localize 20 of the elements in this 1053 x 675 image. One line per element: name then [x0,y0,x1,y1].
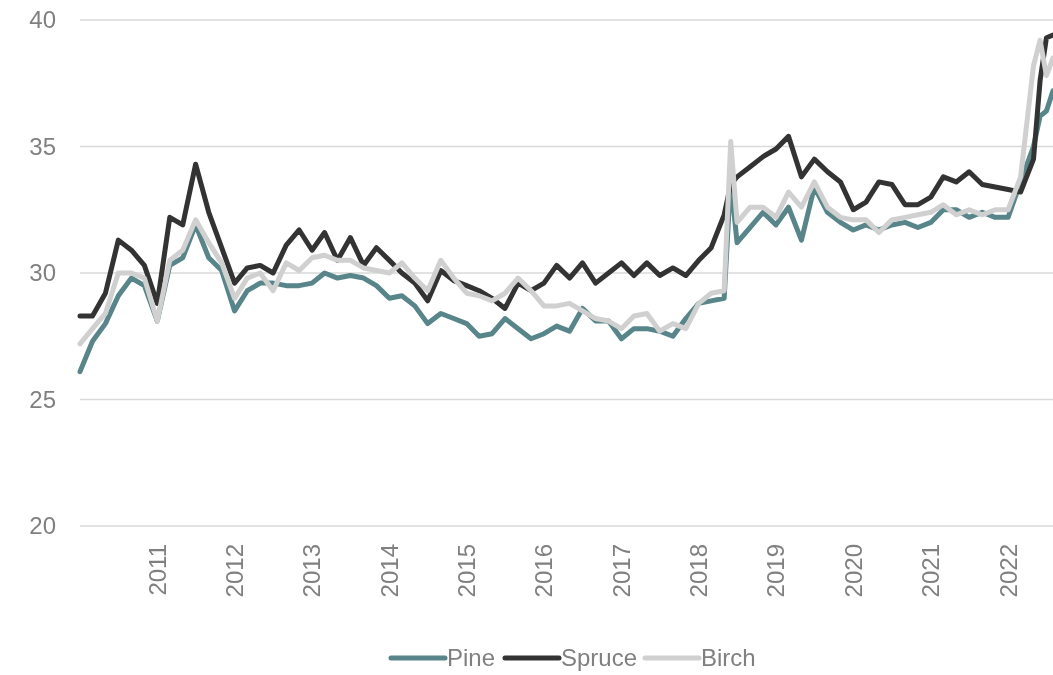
x-tick-label: 2016 [530,544,558,598]
x-tick-label: 2014 [375,544,403,598]
x-tick-label: 2018 [685,544,713,598]
x-tick-label: 2019 [762,544,790,598]
x-tick-label: 2017 [607,544,635,598]
legend-label: Pine [447,644,496,672]
y-tick-label: 20 [29,512,56,540]
x-tick-label: 2021 [917,544,945,598]
x-tick-label: 2012 [220,544,248,598]
legend-label: Spruce [561,644,638,672]
legend-label: Birch [701,644,756,672]
y-tick-label: 30 [29,259,56,287]
y-tick-label: 35 [29,132,56,160]
x-tick-label: 2013 [298,544,326,598]
x-tick-label: 2020 [839,544,867,598]
y-tick-label: 40 [29,6,56,34]
x-tick-label: 2015 [453,544,481,598]
y-tick-label: 25 [29,385,56,413]
x-tick-label: 2011 [143,544,171,596]
x-tick-label: 2022 [994,544,1022,598]
